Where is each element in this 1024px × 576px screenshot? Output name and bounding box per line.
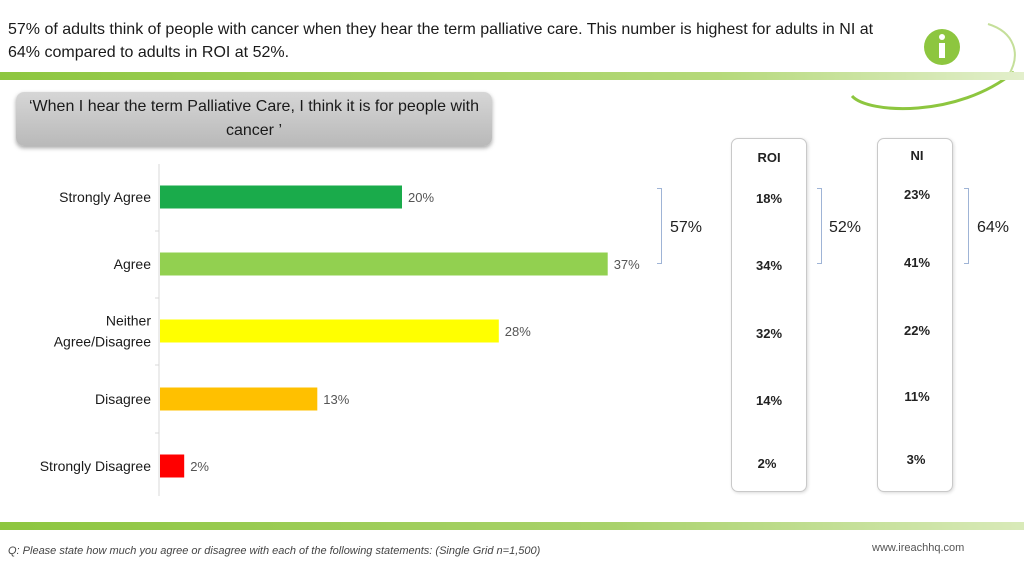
roi-column-header: ROI (757, 150, 781, 165)
category-label: Neither Agree/Disagree (54, 313, 152, 350)
bar-data-label: 2% (190, 459, 209, 474)
roi-agree-net: 52% (829, 219, 862, 236)
top-rule (0, 72, 1024, 80)
bar (160, 319, 499, 343)
roi-value: 2% (757, 456, 777, 471)
bar (160, 252, 608, 276)
statement-box: ‘When I hear the term Palliative Care, I… (16, 92, 492, 146)
ni-value: 11% (904, 389, 930, 404)
footnote: Q: Please state how much you agree or di… (8, 545, 541, 557)
ni-column-box (877, 138, 953, 492)
bar-data-label: 28% (505, 324, 531, 339)
bar-data-label: 13% (323, 392, 349, 407)
roi-value: 14% (755, 393, 783, 408)
bar (160, 185, 402, 209)
roi-value: 32% (755, 326, 783, 341)
bar (160, 387, 318, 411)
bar-data-label: 20% (408, 190, 434, 205)
bar (160, 454, 185, 478)
bar-chart: 20% Strongly Agree 37% Agree 28% Neither Agree… (40, 164, 640, 496)
roi-value: 18% (755, 191, 783, 206)
roi-column-box (731, 138, 807, 492)
ni-agree-bracket (964, 188, 969, 264)
category-label: Disagree (95, 391, 151, 407)
bottom-rule (0, 522, 1024, 530)
ni-value: 23% (903, 187, 931, 202)
ni-column-header: NI (910, 148, 924, 163)
ni-value: 41% (903, 255, 931, 270)
roi-agree-bracket (817, 188, 822, 264)
category-label: Strongly Disagree (40, 458, 151, 474)
bar-data-label: 37% (614, 257, 640, 272)
website-link[interactable]: www.ireachhq.com (872, 542, 965, 554)
category-label: Strongly Agree (59, 189, 151, 205)
roi-value: 34% (755, 258, 783, 273)
category-label: Agree (114, 256, 152, 272)
total-agree-bracket (657, 188, 662, 264)
info-logo-icon (850, 23, 1016, 111)
ni-value: 22% (903, 323, 931, 338)
ni-agree-net: 64% (977, 219, 1010, 236)
total-agree-net: 57% (670, 219, 703, 236)
ni-value: 3% (906, 452, 926, 467)
headline: 57% of adults think of people with cance… (8, 21, 874, 61)
